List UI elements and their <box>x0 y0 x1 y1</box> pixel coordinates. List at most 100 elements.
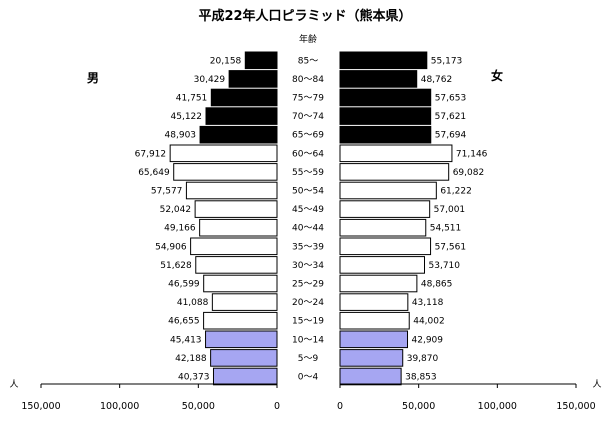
female-bar-3 <box>339 107 432 125</box>
male-bar-9 <box>199 218 278 237</box>
age-category-label: 40～44 <box>292 224 324 234</box>
female-bar-9 <box>339 218 427 237</box>
age-category-label: 15～19 <box>292 317 324 327</box>
male-value-label: 65,649 <box>138 168 170 178</box>
male-bar-4 <box>199 125 278 144</box>
male-value-label: 30,429 <box>194 75 226 85</box>
female-bar-17 <box>339 367 402 386</box>
female-bar-0 <box>339 51 428 70</box>
male-value-label: 57,577 <box>151 187 183 197</box>
male-bar-12 <box>203 274 278 293</box>
age-category-label: 60～64 <box>292 149 324 159</box>
male-bar-13 <box>211 293 278 311</box>
male-bar-2 <box>210 88 278 107</box>
male-value-label: 45,413 <box>170 335 202 345</box>
male-bar-1 <box>228 70 278 88</box>
female-value-label: 39,870 <box>407 354 439 364</box>
male-value-label: 54,906 <box>155 242 187 252</box>
age-category-label: 80～84 <box>292 75 324 85</box>
female-bar-11 <box>339 256 426 274</box>
male-x-tick-label: 150,000 <box>21 401 60 412</box>
male-value-label: 20,158 <box>210 56 242 66</box>
female-bar-14 <box>339 311 410 330</box>
male-value-label: 67,912 <box>135 149 167 159</box>
age-category-label: 20～24 <box>292 298 324 308</box>
female-value-label: 57,561 <box>435 242 467 252</box>
female-value-label: 43,118 <box>412 298 444 308</box>
female-value-label: 61,222 <box>440 187 472 197</box>
male-bar-14 <box>203 311 278 330</box>
female-value-label: 42,909 <box>412 335 444 345</box>
age-category-label: 25～29 <box>292 280 324 290</box>
female-bar-6 <box>339 163 450 181</box>
female-value-label: 69,082 <box>453 168 485 178</box>
age-category-label: 70～74 <box>292 112 324 122</box>
age-category-label: 10～14 <box>292 335 324 345</box>
age-category-label: 0～4 <box>298 373 319 383</box>
female-value-label: 57,653 <box>435 94 467 104</box>
male-x-tick-label: 50,000 <box>182 401 215 412</box>
male-bar-6 <box>173 163 278 181</box>
age-category-label: 65～69 <box>292 131 324 141</box>
female-series-label: 女 <box>491 68 503 83</box>
female-value-label: 54,511 <box>430 224 462 234</box>
unit-label-left: 人 <box>9 379 18 390</box>
male-x-tick-label: 0 <box>274 401 280 412</box>
female-bar-13 <box>339 293 409 311</box>
male-series-label: 男 <box>87 71 99 85</box>
age-category-label: 5～9 <box>298 354 319 364</box>
female-x-tick-label: 100,000 <box>478 401 517 412</box>
age-category-label: 30～34 <box>292 261 324 271</box>
male-bar-3 <box>205 107 278 125</box>
female-bar-8 <box>339 200 431 218</box>
x-axis-layer: 150,000 100,000 50,000 0 0 50,000 100,000 150,0… <box>21 383 596 412</box>
female-bar-15 <box>339 330 409 349</box>
age-category-label: 85～ <box>298 56 318 66</box>
male-value-label: 52,042 <box>160 205 192 215</box>
age-category-label: 35～39 <box>292 242 324 252</box>
female-value-label: 53,710 <box>429 261 461 271</box>
female-bar-5 <box>339 144 453 163</box>
age-category-label: 50～54 <box>292 187 324 197</box>
male-bar-0 <box>244 51 278 70</box>
male-value-label: 41,751 <box>176 94 208 104</box>
male-bar-5 <box>169 144 278 163</box>
female-x-tick-label: 0 <box>337 401 343 412</box>
age-category-label: 45～49 <box>292 205 324 215</box>
female-bar-1 <box>339 70 418 88</box>
male-value-label: 41,088 <box>177 298 209 308</box>
male-value-label: 51,628 <box>160 261 192 271</box>
female-value-label: 57,621 <box>435 112 467 122</box>
female-value-label: 57,694 <box>435 131 467 141</box>
male-x-tick-label: 100,000 <box>100 401 139 412</box>
female-value-label: 48,865 <box>421 280 453 290</box>
male-bar-7 <box>185 181 278 200</box>
male-bar-17 <box>212 367 278 386</box>
female-value-label: 38,853 <box>405 373 437 383</box>
female-bar-7 <box>339 181 437 200</box>
female-value-label: 44,002 <box>413 317 445 327</box>
female-value-label: 57,001 <box>434 205 466 215</box>
male-bar-10 <box>190 237 278 256</box>
male-bar-15 <box>205 330 278 349</box>
female-x-tick-label: 150,000 <box>556 401 595 412</box>
male-value-label: 46,655 <box>168 317 200 327</box>
female-bar-4 <box>339 125 432 144</box>
female-x-tick-label: 50,000 <box>402 401 435 412</box>
male-value-label: 46,599 <box>168 280 200 290</box>
male-value-label: 42,188 <box>175 354 207 364</box>
male-bar-16 <box>210 349 278 367</box>
chart-title: 平成22年人口ピラミッド（熊本県） <box>198 8 411 24</box>
male-value-label: 48,903 <box>165 131 197 141</box>
age-header: 年齢 <box>299 33 317 45</box>
bars-layer: 20,158 55,173 85～ 30,429 48,762 80～84 41,751 57… <box>135 51 488 386</box>
female-value-label: 71,146 <box>456 149 488 159</box>
male-bar-11 <box>195 256 278 274</box>
male-value-label: 40,373 <box>178 373 210 383</box>
unit-label-right: 人 <box>592 379 601 390</box>
female-bar-12 <box>339 274 418 293</box>
age-category-label: 55～59 <box>292 168 324 178</box>
female-value-label: 48,762 <box>421 75 453 85</box>
